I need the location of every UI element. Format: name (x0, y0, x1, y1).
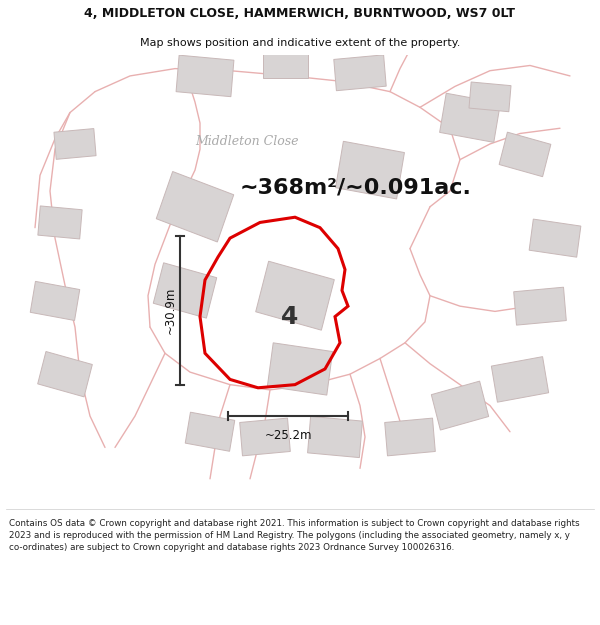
Polygon shape (334, 55, 386, 91)
Polygon shape (256, 261, 334, 330)
Polygon shape (268, 343, 332, 395)
Polygon shape (308, 416, 362, 457)
Polygon shape (263, 49, 308, 78)
Text: 4: 4 (281, 304, 299, 329)
Text: Middleton Close: Middleton Close (195, 136, 299, 148)
Polygon shape (239, 418, 290, 456)
Text: ~368m²/~0.091ac.: ~368m²/~0.091ac. (240, 178, 472, 198)
Polygon shape (38, 206, 82, 239)
Polygon shape (38, 351, 92, 397)
Polygon shape (335, 141, 404, 199)
Text: ~30.9m: ~30.9m (163, 287, 176, 334)
Polygon shape (185, 412, 235, 451)
Polygon shape (385, 418, 436, 456)
Polygon shape (153, 262, 217, 318)
Polygon shape (30, 281, 80, 321)
Polygon shape (491, 357, 548, 402)
Polygon shape (469, 82, 511, 112)
Polygon shape (514, 288, 566, 325)
Polygon shape (54, 129, 96, 159)
Text: Contains OS data © Crown copyright and database right 2021. This information is : Contains OS data © Crown copyright and d… (9, 519, 580, 552)
Polygon shape (440, 93, 500, 142)
Polygon shape (499, 132, 551, 177)
Text: 4, MIDDLETON CLOSE, HAMMERWICH, BURNTWOOD, WS7 0LT: 4, MIDDLETON CLOSE, HAMMERWICH, BURNTWOO… (85, 8, 515, 20)
Polygon shape (529, 219, 581, 257)
Polygon shape (156, 171, 234, 242)
Polygon shape (431, 381, 488, 430)
Polygon shape (176, 55, 234, 97)
Text: Map shows position and indicative extent of the property.: Map shows position and indicative extent… (140, 38, 460, 48)
Text: ~25.2m: ~25.2m (264, 429, 312, 442)
